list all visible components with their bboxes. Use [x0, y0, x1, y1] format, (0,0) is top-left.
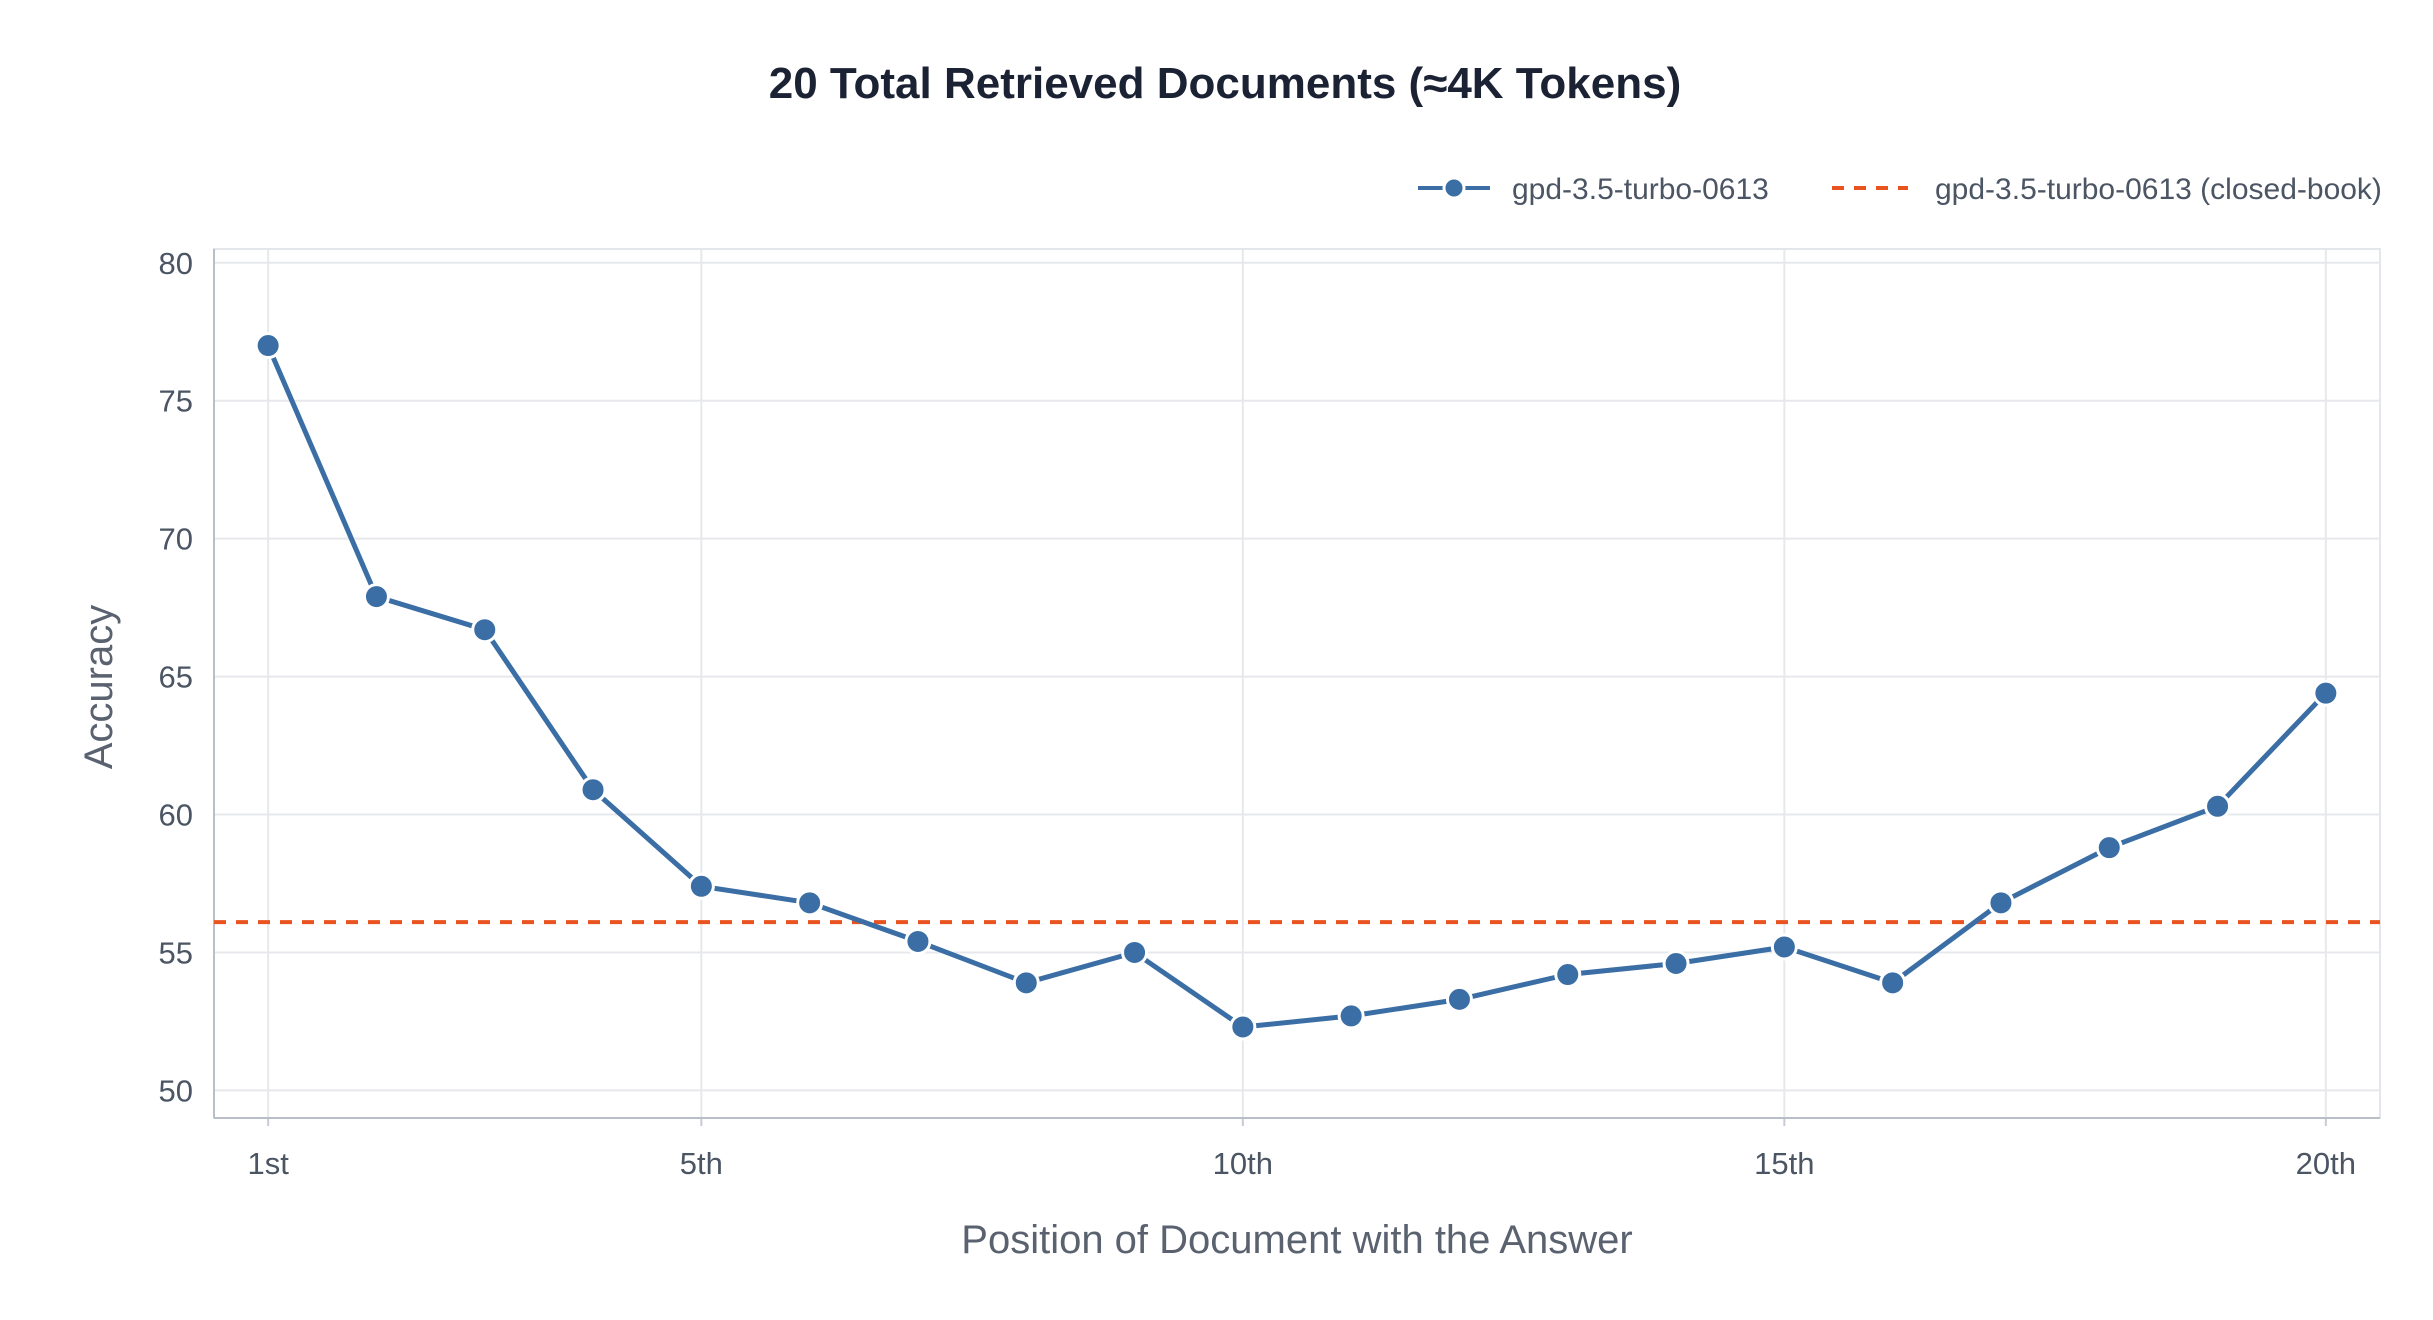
data-point — [1445, 985, 1473, 1013]
series-path — [265, 344, 2328, 1030]
y-tick-label: 60 — [159, 798, 193, 833]
data-point — [579, 776, 607, 804]
data-point — [1554, 961, 1582, 989]
data-point — [2204, 792, 2232, 820]
data-point — [687, 872, 715, 900]
legend-dot-marker — [1442, 176, 1466, 200]
data-point — [1662, 950, 1690, 978]
data-point — [796, 889, 824, 917]
y-tick-label: 55 — [159, 935, 193, 970]
x-tick-label: 20th — [2296, 1146, 2356, 1181]
x-axis-title: Position of Document with the Answer — [961, 1218, 1632, 1262]
data-point — [1987, 889, 2015, 917]
y-tick-label: 80 — [159, 246, 193, 281]
grid — [214, 249, 2380, 1118]
series-line — [254, 332, 2340, 1041]
data-point — [1121, 938, 1149, 966]
data-point — [904, 927, 932, 955]
chart-title: 20 Total Retrieved Documents (≈4K Tokens… — [769, 59, 1682, 108]
x-tick-label: 15th — [1754, 1146, 1814, 1181]
x-tick-label: 5th — [680, 1146, 723, 1181]
data-point — [2095, 834, 2123, 862]
x-tick-label: 10th — [1213, 1146, 1273, 1181]
y-tick-label: 75 — [159, 384, 193, 419]
legend-label-series: gpd-3.5-turbo-0613 — [1512, 173, 1769, 206]
data-point — [254, 332, 282, 360]
data-point — [1879, 969, 1907, 997]
plot-frame — [213, 248, 2381, 1119]
axes — [213, 248, 2381, 1126]
legend-item-series: gpd-3.5-turbo-0613 — [1418, 173, 1769, 206]
x-tick-label: 1st — [247, 1146, 289, 1181]
y-tick-label: 65 — [159, 660, 193, 695]
y-tick-label: 50 — [159, 1073, 193, 1108]
y-axis-title: Accuracy — [77, 605, 121, 770]
y-tick-label: 70 — [159, 522, 193, 557]
data-point — [1229, 1013, 1257, 1041]
data-point — [2312, 679, 2340, 707]
data-point — [1337, 1002, 1365, 1030]
data-point — [1770, 933, 1798, 961]
legend: gpd-3.5-turbo-0613 gpd-3.5-turbo-0613 (c… — [1418, 173, 2382, 206]
legend-label-closed-book: gpd-3.5-turbo-0613 (closed-book) — [1935, 173, 2382, 206]
tick-labels: 50 55 60 65 70 75 80 1st 5th 10th 15th 20th — [159, 246, 2357, 1181]
data-point — [471, 616, 499, 644]
data-point — [1012, 969, 1040, 997]
data-point — [362, 583, 390, 611]
legend-item-closed-book: gpd-3.5-turbo-0613 (closed-book) — [1832, 173, 2382, 206]
